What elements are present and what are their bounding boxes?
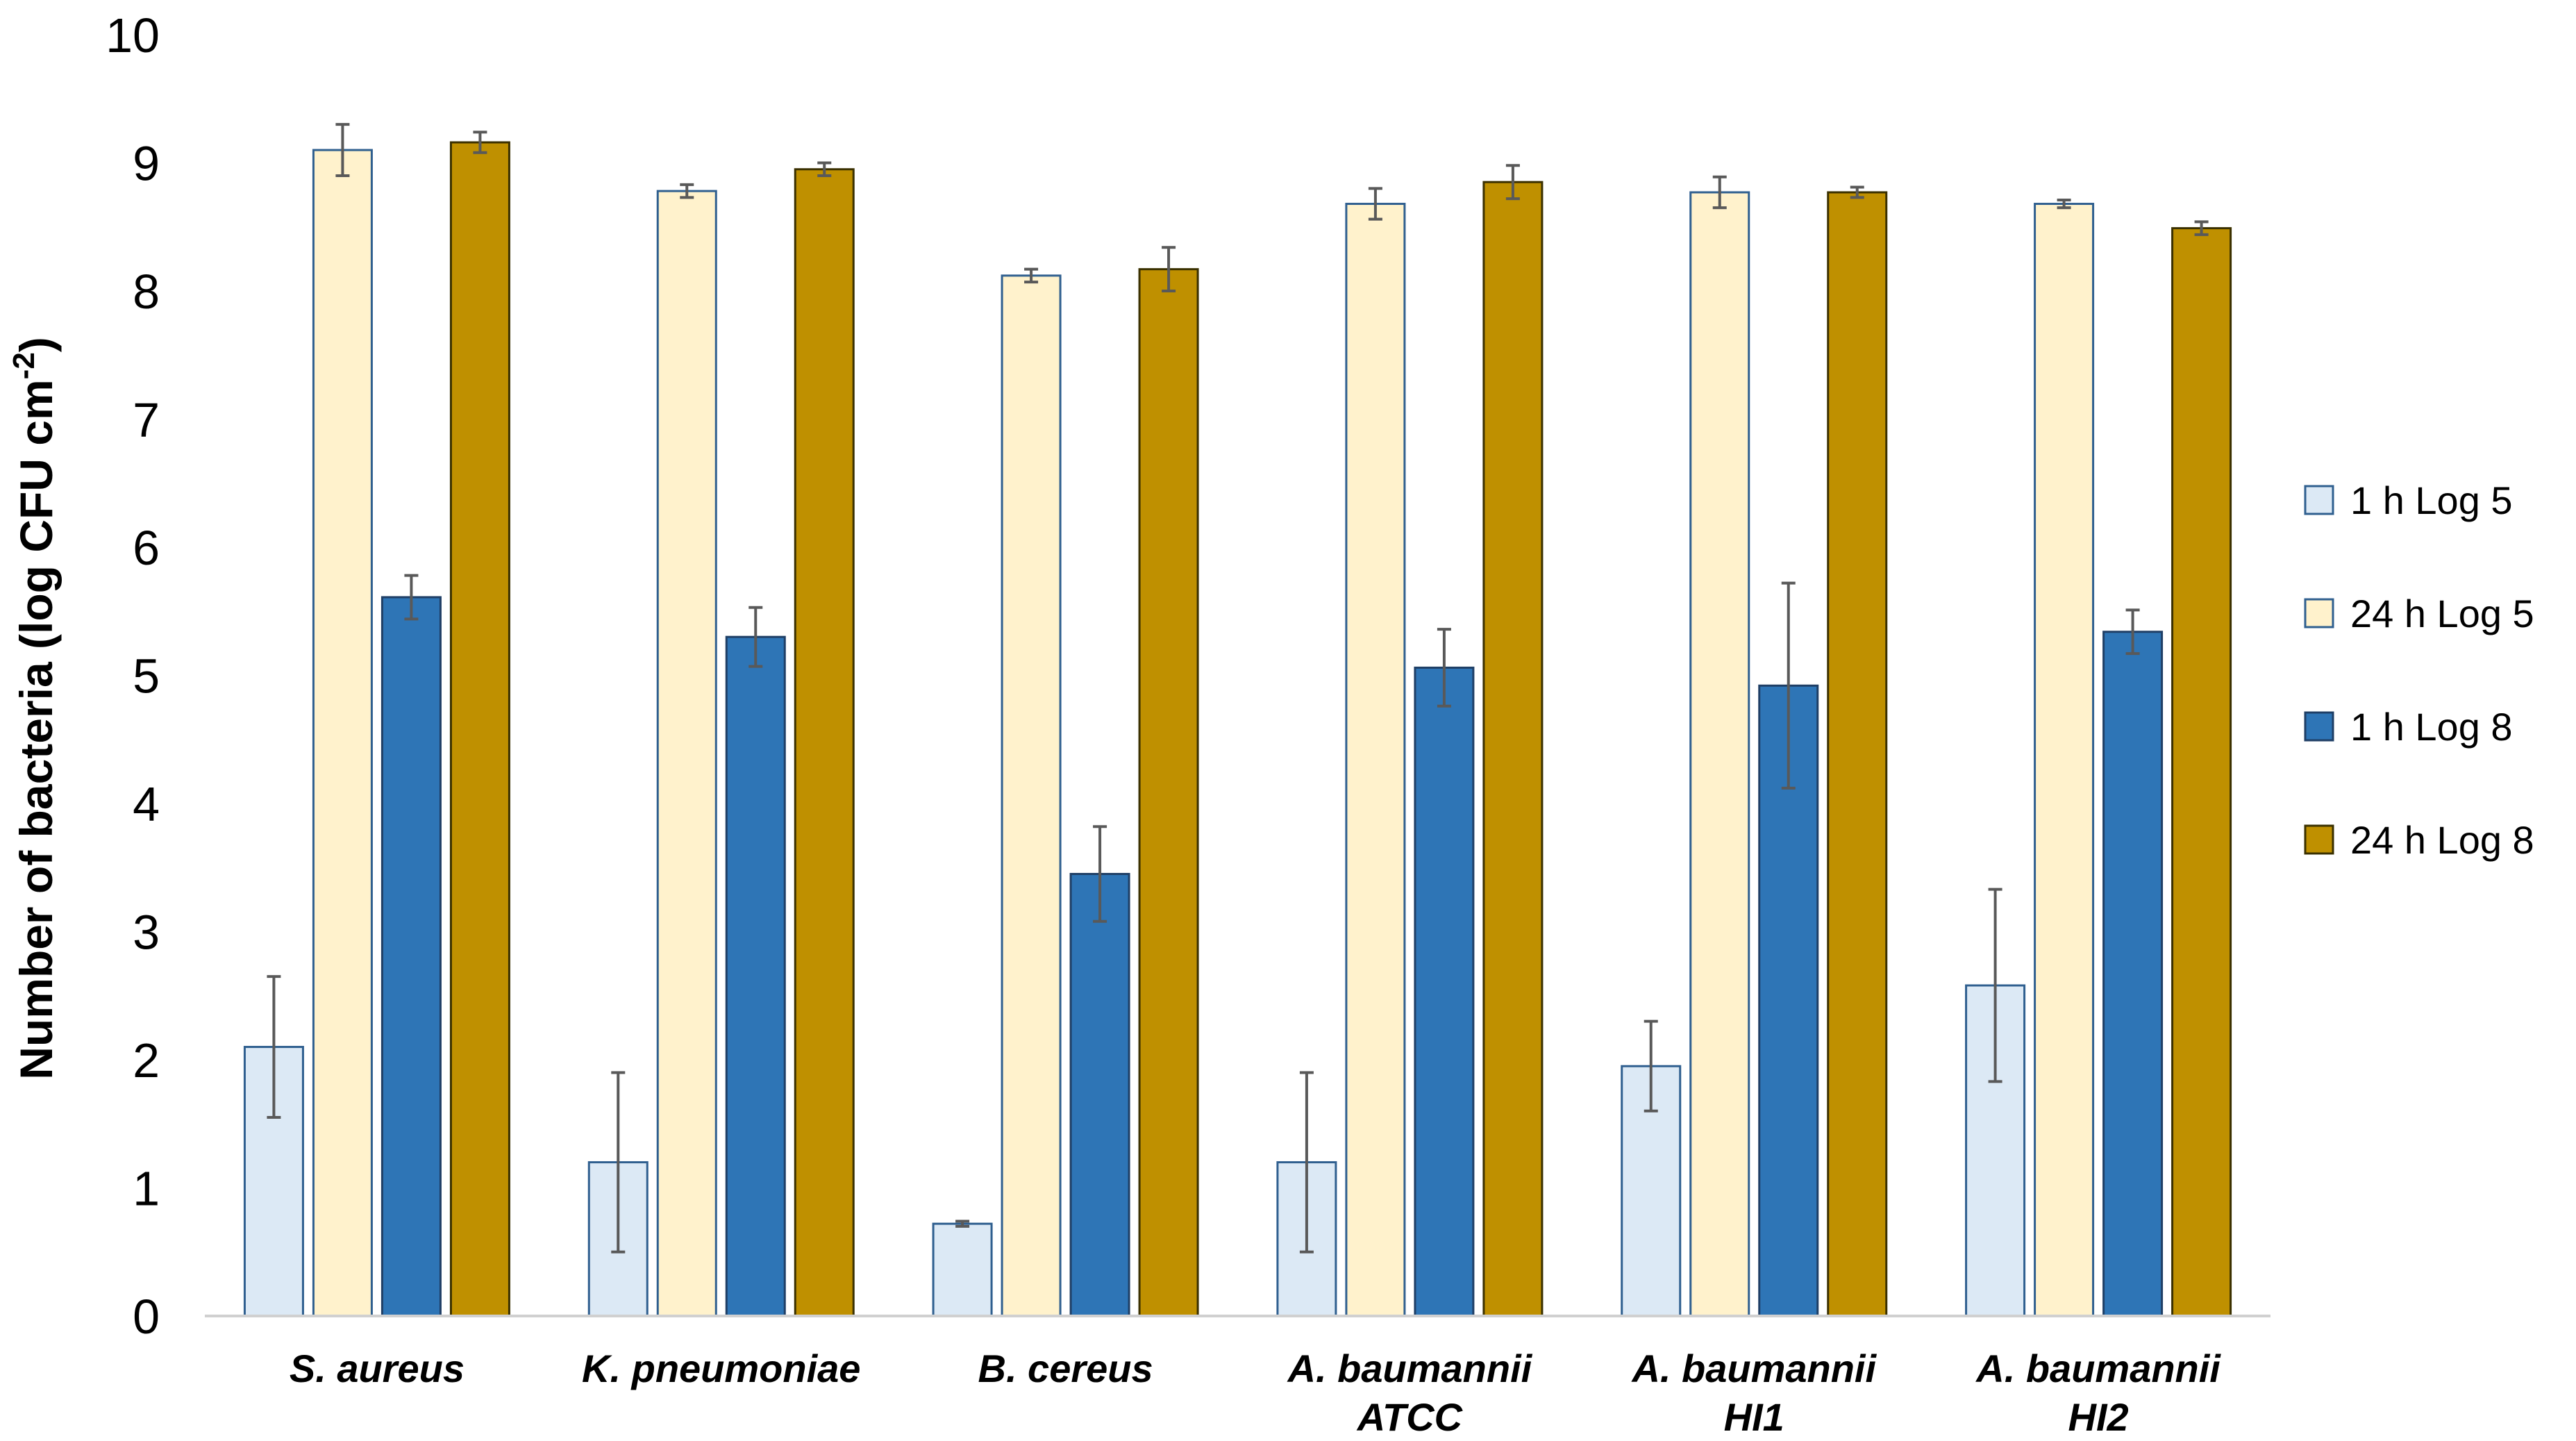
- bar: [2171, 227, 2232, 1317]
- legend-label: 1 h Log 8: [2350, 705, 2513, 749]
- legend-swatch: [2304, 824, 2334, 855]
- legend-label: 24 h Log 5: [2350, 592, 2534, 635]
- bar: [656, 190, 717, 1317]
- y-tick-label: 4: [133, 777, 160, 831]
- bar: [1689, 191, 1750, 1317]
- bar: [312, 149, 373, 1317]
- bar: [1069, 872, 1130, 1317]
- legend-swatch: [2304, 598, 2334, 628]
- y-tick-label: 3: [133, 906, 160, 960]
- y-axis-label: Number of bacteria (log CFU cm-2): [7, 337, 62, 1080]
- y-tick-labels: 0 1 2 3 4 5 6 7 8 9 10: [106, 8, 160, 1344]
- bar: [1482, 181, 1544, 1317]
- y-tick-label: 2: [133, 1033, 160, 1088]
- category-label: ATCC: [1356, 1395, 1464, 1439]
- y-tick-label: 8: [133, 265, 160, 319]
- category-labels: S. aureus K. pneumoniae B. cereus A. bauman…: [290, 1347, 2221, 1439]
- bar: [725, 635, 786, 1317]
- bar: [449, 141, 510, 1317]
- category-label: A. baumannii: [1630, 1347, 1877, 1390]
- category-label: K. pneumoniae: [582, 1347, 860, 1390]
- legend-label: 24 h Log 8: [2350, 818, 2534, 862]
- category-label: A. baumannii: [1287, 1347, 1533, 1390]
- bar: [794, 168, 855, 1317]
- legend: 1 h Log 5 24 h Log 5 1 h Log 8 24 h Log 8: [2304, 478, 2534, 862]
- bar: [2034, 203, 2095, 1317]
- bar: [1827, 191, 1888, 1317]
- y-tick-label: 1: [133, 1162, 160, 1216]
- y-tick-label: 6: [133, 521, 160, 575]
- bar: [2102, 631, 2164, 1317]
- y-tick-label: 0: [133, 1290, 160, 1344]
- legend-swatch: [2304, 485, 2334, 515]
- y-tick-label: 9: [133, 137, 160, 191]
- category-label: HI2: [2068, 1395, 2129, 1439]
- category-label: B. cereus: [978, 1347, 1153, 1390]
- bar: [1758, 684, 1819, 1317]
- bars-layer: [243, 123, 2232, 1317]
- legend-swatch: [2304, 711, 2334, 742]
- bar: [1001, 274, 1062, 1317]
- bar: [932, 1222, 993, 1317]
- category-label: S. aureus: [290, 1347, 465, 1390]
- y-tick-label: 10: [106, 8, 160, 63]
- category-label: HI1: [1724, 1395, 1784, 1439]
- bar: [1414, 666, 1475, 1317]
- y-tick-label: 5: [133, 649, 160, 703]
- legend-label: 1 h Log 5: [2350, 478, 2513, 522]
- bar: [1138, 268, 1199, 1317]
- bar: [1345, 203, 1406, 1317]
- y-tick-label: 7: [133, 393, 160, 447]
- category-label: A. baumannii: [1975, 1347, 2221, 1390]
- bar: [380, 596, 442, 1317]
